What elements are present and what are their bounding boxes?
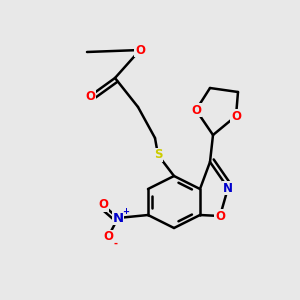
Text: O: O	[85, 89, 95, 103]
Text: -: -	[113, 239, 117, 249]
Text: +: +	[122, 206, 130, 215]
Text: O: O	[191, 103, 201, 116]
Text: S: S	[154, 148, 162, 161]
Text: O: O	[98, 199, 108, 212]
Text: O: O	[103, 230, 113, 244]
Text: N: N	[112, 212, 124, 224]
Text: O: O	[135, 44, 145, 56]
Text: O: O	[215, 209, 225, 223]
Text: O: O	[231, 110, 241, 122]
Text: N: N	[223, 182, 233, 194]
